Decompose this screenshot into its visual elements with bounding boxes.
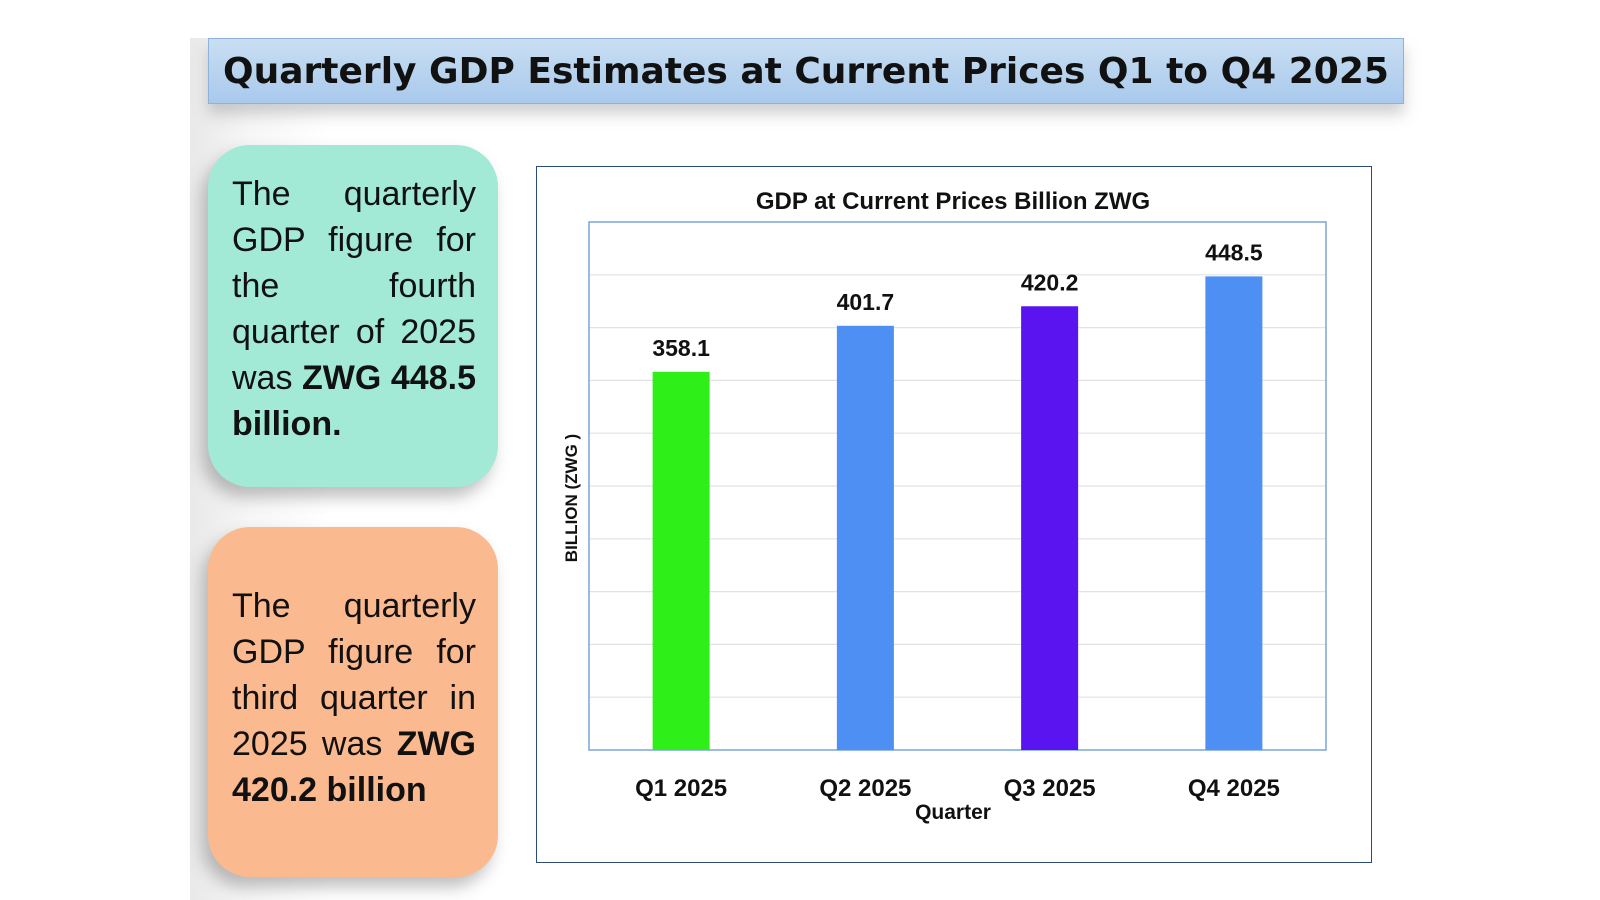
q4-summary-text: The quarterly GDP figure for the fourth …	[232, 175, 476, 397]
data-label: 420.2	[1021, 269, 1079, 295]
bar-series: 358.1 401.7 420.2 448.5	[652, 239, 1263, 750]
data-label: 401.7	[837, 289, 895, 315]
title-banner: Quarterly GDP Estimates at Current Price…	[208, 38, 1404, 104]
x-tick-label: Q3 2025	[1004, 775, 1096, 802]
q4-summary-value: ZWG 448.5 billion.	[232, 359, 476, 443]
q4-summary-card: The quarterly GDP figure for the fourth …	[208, 145, 498, 487]
x-tick-label: Q1 2025	[635, 775, 727, 802]
data-label: 448.5	[1205, 239, 1263, 265]
gdp-chart-svg: GDP at Current Prices Billion ZWG 358.1 4…	[562, 188, 1327, 824]
bar-q1-2025	[652, 371, 710, 750]
plot-area	[588, 221, 1327, 751]
bar-q2-2025	[836, 325, 894, 750]
q3-summary-text: The quarterly GDP figure for third quart…	[232, 587, 476, 763]
bar-q4-2025	[1205, 276, 1263, 750]
grid-lines	[589, 274, 1326, 698]
q3-summary-value: ZWG 420.2 billion	[232, 725, 476, 809]
x-tick-label: Q2 2025	[819, 775, 911, 802]
data-label: 358.1	[652, 335, 710, 361]
page-title: Quarterly GDP Estimates at Current Price…	[223, 50, 1389, 92]
chart-title: GDP at Current Prices Billion ZWG	[756, 188, 1150, 215]
x-tick-label: Q4 2025	[1188, 775, 1280, 802]
bar-q3-2025	[1021, 306, 1079, 750]
x-axis-ticks: Q1 2025 Q2 2025 Q3 2025 Q4 2025	[635, 775, 1280, 802]
x-axis-label: Quarter	[915, 801, 991, 824]
y-axis-label: BILLION (ZWG )	[562, 434, 581, 562]
q3-summary-card: The quarterly GDP figure for third quart…	[208, 527, 498, 877]
gdp-chart: GDP at Current Prices Billion ZWG 358.1 4…	[536, 166, 1372, 863]
